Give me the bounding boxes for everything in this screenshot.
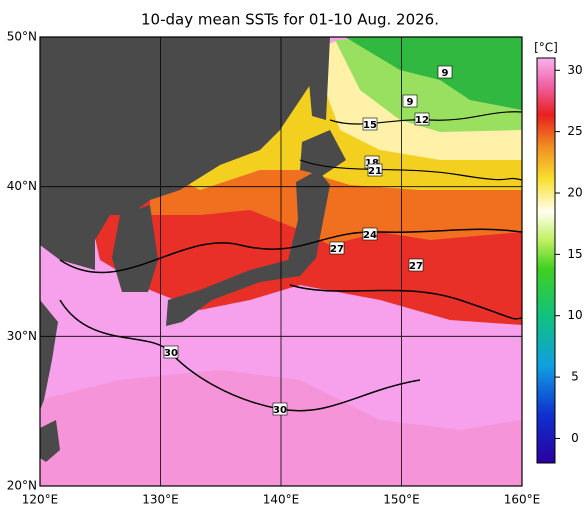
colorbar-tick-label: 5 <box>571 370 579 384</box>
lon-tick-label: 160°E <box>504 493 541 507</box>
contour-label: 24 <box>363 230 377 241</box>
lon-tick-label: 150°E <box>383 493 420 507</box>
colorbar-tick-label: 25 <box>567 124 582 138</box>
contour-label-box <box>362 227 378 241</box>
lat-tick-label: 30°N <box>7 329 37 343</box>
contour-label: 15 <box>363 120 377 131</box>
contour-label-box <box>402 94 418 108</box>
contour-label: 30 <box>273 405 287 416</box>
title: 10-day mean SSTs for 01-10 Aug. 2026. <box>141 11 439 29</box>
lon-tick-label: 120°E <box>22 493 59 507</box>
lon-tick-label: 130°E <box>142 493 179 507</box>
contour-label: 9 <box>407 97 414 108</box>
colorbar <box>536 57 556 464</box>
contour-label-box <box>329 241 345 255</box>
contour-label-box <box>437 65 453 79</box>
contour-label: 30 <box>164 348 178 359</box>
colorbar-tick-label: 10 <box>567 308 582 322</box>
lon-tick-label: 140°E <box>263 493 300 507</box>
contour-label: 18 <box>365 158 379 169</box>
contour-label-box <box>272 402 288 416</box>
lat-tick-label: 50°N <box>7 30 37 44</box>
colorbar-tick-label: 0 <box>571 431 579 445</box>
contour-label: 9 <box>442 68 449 79</box>
contour-label-box <box>163 345 179 359</box>
colorbar-unit: [°C] <box>534 41 558 55</box>
contour-label: 12 <box>415 115 429 126</box>
contour-label: 27 <box>330 244 344 255</box>
contour-label-box <box>408 258 424 272</box>
contour-label: 27 <box>409 261 423 272</box>
contour-label-box <box>367 163 383 177</box>
lat-tick-label: 40°N <box>7 179 37 193</box>
colorbar-tick-label: 20 <box>567 186 582 200</box>
contour-label: 21 <box>368 166 382 177</box>
colorbar-tick-label: 15 <box>567 247 582 261</box>
contour-label-box <box>362 117 378 131</box>
lat-tick-label: 20°N <box>7 479 37 493</box>
colorbar-tick-label: 30 <box>567 63 582 77</box>
contour-label-box <box>414 112 430 126</box>
